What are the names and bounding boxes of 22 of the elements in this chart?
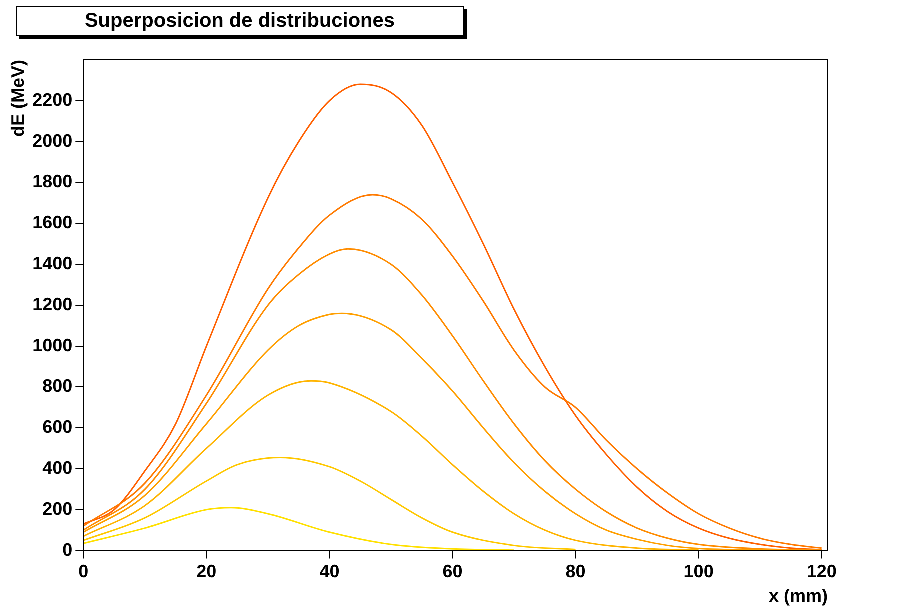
x-axis-title: x (mm) <box>768 586 828 606</box>
y-tick-label: 0 <box>62 540 73 560</box>
y-tick-label: 400 <box>42 458 73 478</box>
x-tick-label: 0 <box>78 562 89 582</box>
y-axis-title: dE (MeV) <box>8 60 28 138</box>
x-tick-label: 120 <box>806 562 837 582</box>
y-tick-label: 800 <box>42 376 73 396</box>
y-tick-label: 1800 <box>32 172 73 192</box>
y-tick-label: 1600 <box>32 212 73 233</box>
x-tick-label: 80 <box>566 562 586 582</box>
x-tick-label: 100 <box>684 562 714 582</box>
y-tick-label: 2200 <box>32 90 73 110</box>
y-tick-label: 1200 <box>32 294 73 314</box>
y-tick-label: 2000 <box>32 130 73 151</box>
y-tick-label: 600 <box>42 417 73 438</box>
y-tick-label: 1000 <box>32 335 73 356</box>
y-tick-label: 1400 <box>32 253 73 274</box>
x-tick-label: 20 <box>196 562 217 582</box>
x-tick-label: 60 <box>442 562 463 582</box>
chart-title: Superposicion de distribuciones <box>16 6 464 36</box>
y-tick-label: 200 <box>42 498 73 519</box>
x-tick-label: 40 <box>320 562 340 582</box>
